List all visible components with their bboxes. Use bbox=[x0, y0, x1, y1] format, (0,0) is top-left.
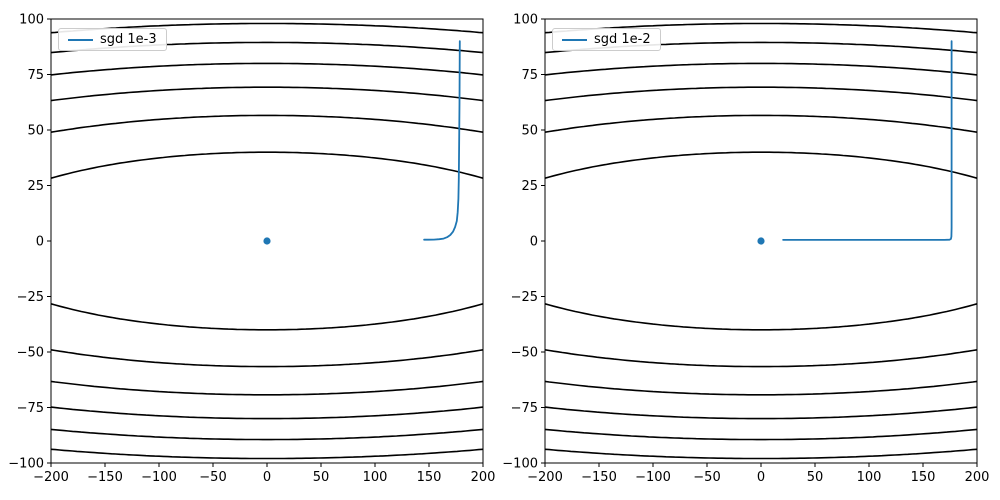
y-tick-label: −25 bbox=[17, 290, 44, 305]
x-tick-label: −150 bbox=[581, 470, 617, 485]
y-tick-label: −50 bbox=[511, 346, 538, 361]
contour-line bbox=[544, 86, 978, 102]
y-tick-label: 50 bbox=[27, 124, 44, 139]
y-tick-label: 0 bbox=[530, 235, 538, 250]
contour-line bbox=[544, 380, 978, 396]
x-tick-label: −50 bbox=[199, 470, 226, 485]
x-tick-label: 200 bbox=[965, 470, 990, 485]
contour-line bbox=[50, 151, 484, 179]
contour-line bbox=[50, 86, 484, 102]
y-tick-label: −100 bbox=[8, 457, 44, 472]
axes-left: −200 −150 −100 −50 0 50 100 150 200 100 75 50 25 0 −25… bbox=[8, 13, 495, 486]
x-tick-label: 100 bbox=[857, 470, 882, 485]
x-tick-label: −200 bbox=[33, 470, 69, 485]
axes-right: −200 −150 −100 −50 0 50 100 150 200 100 75 50 25 0 −25… bbox=[502, 13, 989, 486]
y-tick-label: 50 bbox=[521, 124, 538, 139]
x-tick-label: −200 bbox=[527, 470, 563, 485]
y-tick-label: −75 bbox=[511, 401, 538, 416]
y-tick-label: −75 bbox=[17, 401, 44, 416]
x-tick-label: 100 bbox=[363, 470, 388, 485]
contour-line bbox=[544, 151, 978, 179]
y-tick-label: 75 bbox=[27, 68, 44, 83]
contour-line bbox=[50, 428, 484, 441]
y-tick-label: 100 bbox=[513, 13, 538, 28]
contour-line bbox=[50, 62, 484, 76]
minimum-marker bbox=[757, 237, 765, 245]
x-tick-label: 200 bbox=[471, 470, 496, 485]
contour-line bbox=[50, 303, 484, 331]
trajectory-path bbox=[782, 40, 953, 241]
legend-left: sgd 1e-3 bbox=[58, 28, 167, 51]
x-tick-label: 0 bbox=[263, 470, 271, 485]
x-tick-label: 0 bbox=[757, 470, 765, 485]
y-tick-label: 100 bbox=[19, 13, 44, 28]
x-tick-label: −100 bbox=[141, 470, 177, 485]
contour-line bbox=[544, 22, 978, 34]
contour-line bbox=[544, 303, 978, 331]
y-tick-label: 0 bbox=[36, 235, 44, 250]
contour-line bbox=[544, 448, 978, 460]
x-tick-label: −150 bbox=[87, 470, 123, 485]
contour-line bbox=[544, 406, 978, 420]
x-tick-label: −100 bbox=[635, 470, 671, 485]
contour-line bbox=[544, 62, 978, 76]
contour-line bbox=[544, 114, 978, 133]
x-tick-label: 50 bbox=[807, 470, 824, 485]
contour-line bbox=[50, 349, 484, 368]
y-tick-label: 25 bbox=[27, 179, 44, 194]
legend-label-right: sgd 1e-2 bbox=[594, 32, 651, 47]
x-tick-label: 150 bbox=[911, 470, 936, 485]
contour-line bbox=[50, 406, 484, 420]
contour-line bbox=[50, 22, 484, 34]
contour-line bbox=[50, 114, 484, 133]
minimum-marker bbox=[263, 237, 271, 245]
x-tick-label: −50 bbox=[693, 470, 720, 485]
legend-label-left: sgd 1e-3 bbox=[100, 32, 157, 47]
trajectory-path bbox=[423, 40, 461, 241]
y-tick-label: 25 bbox=[521, 179, 538, 194]
x-tick-label: 150 bbox=[417, 470, 442, 485]
legend-right: sgd 1e-2 bbox=[552, 28, 661, 51]
y-tick-label: −25 bbox=[511, 290, 538, 305]
contour-line bbox=[544, 349, 978, 368]
contour-line bbox=[50, 448, 484, 460]
y-tick-label: −50 bbox=[17, 346, 44, 361]
x-tick-label: 50 bbox=[313, 470, 330, 485]
legend-line-icon bbox=[68, 38, 93, 41]
y-tick-label: −100 bbox=[502, 457, 538, 472]
contour-line bbox=[50, 380, 484, 396]
y-tick-label: 75 bbox=[521, 68, 538, 83]
legend-line-icon bbox=[562, 38, 587, 41]
contour-line bbox=[544, 428, 978, 441]
